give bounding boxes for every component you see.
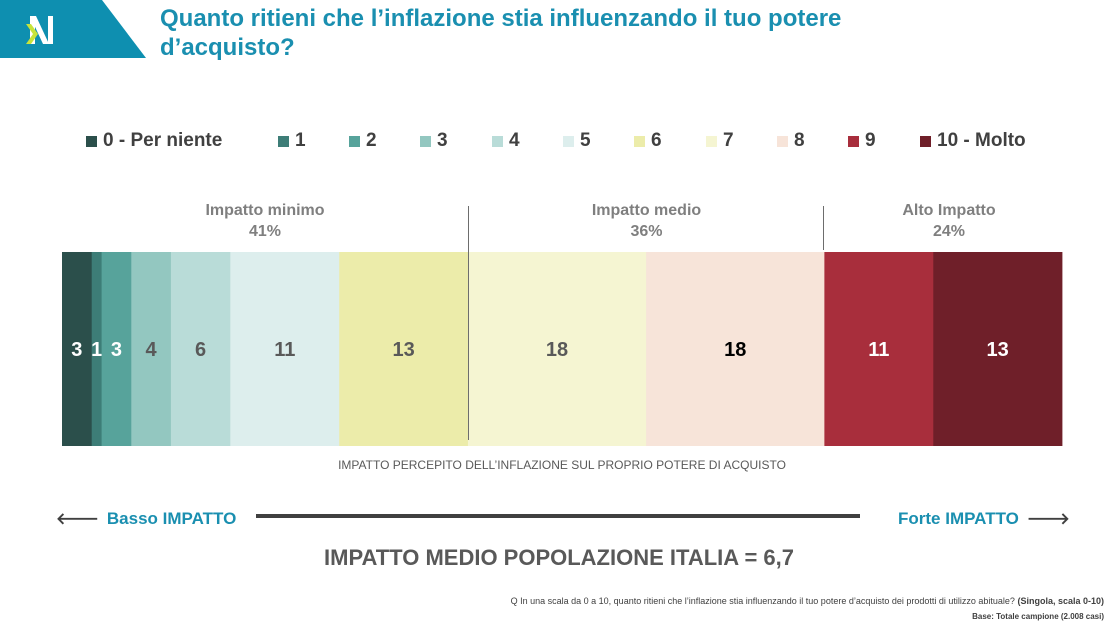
high-impact-label: Forte IMPATTO 🡒 (898, 508, 1070, 529)
bar-value-label-2: 3 (111, 339, 122, 361)
group-name: Alto Impatto (902, 202, 996, 219)
legend-item-0: 0 - Per niente (86, 130, 222, 152)
bar-value-label-0: 3 (71, 339, 82, 361)
legend-item-8: 8 (777, 130, 805, 152)
chart-legend: 0 - Per niente 1 2 3 4 5 6 7 8 9 10 - Mo… (0, 130, 1118, 156)
legend-swatch (349, 135, 360, 147)
legend-label: 6 (651, 130, 662, 151)
legend-swatch (706, 135, 717, 147)
bar-value-label-9: 11 (868, 339, 889, 361)
scale-line (256, 514, 860, 518)
legend-item-2: 2 (349, 130, 377, 152)
group-name: Impatto minimo (205, 202, 325, 219)
group-label-minimo: Impatto minimo 41% (62, 200, 468, 242)
logo-icon (26, 16, 53, 44)
legend-item-3: 3 (420, 130, 448, 152)
title-line-2: d’acquisto? (160, 34, 295, 61)
title-line-1: Quanto ritieni che l’inflazione stia inf… (160, 5, 842, 32)
bar-segment-5 (230, 252, 340, 446)
legend-item-7: 7 (706, 130, 734, 152)
group-percent: 36% (630, 223, 663, 240)
legend-swatch (777, 135, 788, 147)
legend-label: 8 (794, 130, 805, 151)
bar-segment-9 (824, 252, 934, 446)
legend-swatch (492, 135, 503, 147)
legend-label: 9 (865, 130, 876, 151)
legend-swatch (920, 135, 931, 147)
group-percent: 24% (932, 223, 966, 240)
legend-label: 1 (295, 130, 306, 151)
legend-label: 0 - Per niente (103, 130, 223, 151)
question-text: Q In una scala da 0 a 10, quanto ritieni… (510, 596, 1015, 606)
average-summary: IMPATTO MEDIO POPOLAZIONE ITALIA = 6,7 (324, 545, 794, 570)
legend-item-5: 5 (563, 130, 591, 152)
group-divider (823, 206, 824, 250)
bar-segment-7 (467, 252, 647, 446)
legend-swatch (278, 135, 289, 147)
low-impact-text: Basso IMPATTO (106, 508, 237, 528)
bar-value-label-1: 1 (91, 339, 102, 361)
bar-segment-8 (646, 252, 825, 446)
high-impact-text: Forte IMPATTO (898, 508, 1019, 528)
bar-segment-4 (170, 252, 231, 446)
question-type: (Singola, scala 0-10) (1017, 596, 1104, 606)
bar-value-label-10: 13 (987, 339, 1009, 361)
group-divider (468, 206, 469, 440)
bar-segment-2 (101, 252, 132, 446)
legend-item-1: 1 (278, 130, 306, 152)
page-title: Quanto ritieni che l’inflazione stia inf… (160, 4, 1060, 62)
legend-swatch (86, 135, 97, 147)
low-impact-label: 🡐 Basso IMPATTO (56, 508, 236, 529)
bar-value-label-8: 18 (724, 339, 746, 361)
bar-value-label-3: 4 (146, 339, 158, 361)
group-label-alto: Alto Impatto 24% (824, 200, 1074, 242)
bar-value-label-4: 6 (195, 339, 206, 361)
bar-segment-1 (91, 252, 103, 446)
legend-item-4: 4 (492, 130, 520, 152)
legend-swatch (848, 135, 859, 147)
group-name: Impatto medio (591, 202, 702, 219)
legend-item-9: 9 (848, 130, 876, 152)
legend-item-6: 6 (634, 130, 662, 152)
legend-label: 5 (580, 130, 591, 151)
legend-label: 10 - Molto (937, 130, 1026, 151)
legend-label: 3 (437, 130, 448, 151)
logo-banner (0, 0, 146, 58)
legend-swatch (563, 135, 574, 147)
arrow-left-icon: 🡐 (56, 511, 99, 528)
group-label-medio: Impatto medio 36% (469, 200, 824, 242)
legend-swatch (634, 135, 645, 147)
bar-segment-10 (933, 252, 1063, 446)
x-axis-caption: IMPATTO PERCEPITO DELL’INFLAZIONE SUL PR… (338, 458, 786, 472)
footnote-question: Q In una scala da 0 a 10, quanto ritieni… (511, 596, 1104, 606)
legend-label: 7 (723, 130, 734, 151)
footnote-base: Base: Totale campione (2.008 casi) (972, 612, 1104, 621)
bar-segment-0 (62, 252, 93, 446)
legend-item-10: 10 - Molto (920, 130, 1026, 152)
group-percent: 41% (248, 223, 282, 240)
bar-segment-6 (339, 252, 469, 446)
arrow-right-icon: 🡒 (1026, 511, 1070, 528)
legend-label: 4 (509, 130, 520, 151)
bar-value-label-7: 18 (546, 339, 568, 361)
legend-swatch (420, 135, 431, 147)
bar-value-label-5: 11 (274, 339, 295, 361)
bar-segment-3 (131, 252, 172, 446)
legend-label: 2 (366, 130, 377, 151)
bar-value-label-6: 13 (392, 339, 414, 361)
